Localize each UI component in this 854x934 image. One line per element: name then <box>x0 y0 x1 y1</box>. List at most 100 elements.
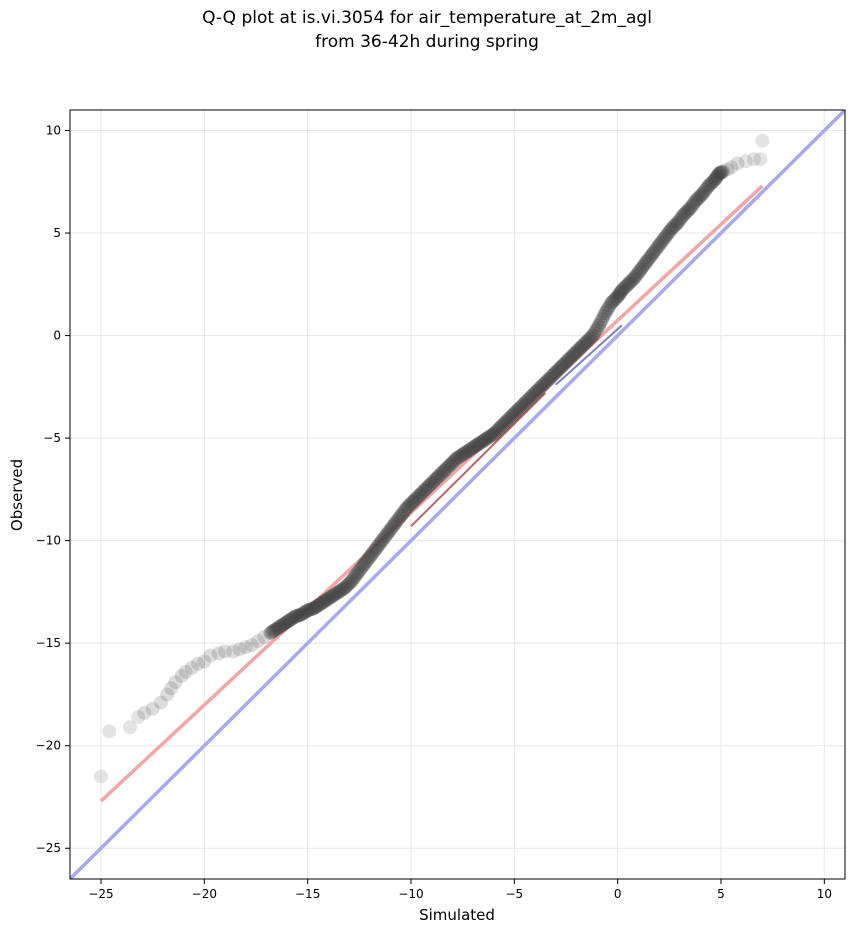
quantile-point <box>402 497 417 512</box>
quantile-point <box>724 160 739 175</box>
quantile-point <box>457 446 472 461</box>
quantile-point <box>415 485 430 500</box>
quantile-point <box>424 476 439 491</box>
quantile-point <box>621 277 635 292</box>
x-tick-label: −15 <box>295 887 320 901</box>
quantile-point <box>308 600 323 615</box>
quantile-point <box>226 644 241 659</box>
quantile-point <box>294 607 309 622</box>
quantile-point <box>715 165 730 180</box>
quantile-point <box>712 166 727 181</box>
quantile-point <box>561 353 576 368</box>
quantile-point <box>426 474 441 489</box>
quantile-point <box>655 234 670 249</box>
quantile-point <box>416 483 431 498</box>
quantile-point <box>399 500 414 515</box>
quantile-point <box>540 373 555 388</box>
quantile-point <box>738 154 753 169</box>
quantile-point <box>658 230 673 245</box>
quantile-point <box>392 511 407 526</box>
quantile-point <box>551 362 566 377</box>
quantile-point <box>160 687 175 702</box>
quantile-point <box>482 430 497 445</box>
quantile-point <box>562 351 577 366</box>
quantile-point <box>522 391 537 406</box>
quantile-point <box>598 306 613 321</box>
quantile-point <box>244 638 259 653</box>
x-tick-label: 5 <box>717 887 725 901</box>
quantile-point <box>653 236 668 251</box>
quantile-point <box>590 320 605 335</box>
quantile-point <box>630 267 645 282</box>
quantile-point <box>272 619 287 634</box>
quantile-point <box>429 471 444 486</box>
quantile-point <box>673 211 688 226</box>
quantile-point <box>570 343 585 358</box>
quantile-point <box>687 195 702 210</box>
quantile-point <box>708 171 723 186</box>
quantile-point <box>325 589 340 604</box>
quantile-point <box>361 552 376 567</box>
quantile-point <box>537 376 552 391</box>
quantile-point <box>362 550 377 565</box>
quantile-point <box>334 582 349 597</box>
quantile-point <box>337 580 352 595</box>
quantile-point <box>446 454 461 469</box>
quantile-point <box>184 660 199 675</box>
quantile-point <box>464 441 479 456</box>
y-axis-label: Observed <box>8 459 26 531</box>
quantile-point <box>441 459 456 474</box>
quantile-point <box>701 178 716 193</box>
quantile-point <box>440 460 455 475</box>
quantile-point <box>474 435 489 450</box>
quantile-point <box>382 523 397 538</box>
quantile-point <box>398 502 413 517</box>
quantile-point <box>703 177 718 192</box>
quantile-point <box>553 360 568 375</box>
quantile-point <box>730 156 745 171</box>
quantile-point <box>376 531 391 546</box>
quantile-point <box>534 379 549 394</box>
quantile-point <box>485 428 500 443</box>
quantile-point <box>393 509 408 524</box>
quantile-point <box>480 431 495 446</box>
quantile-point <box>373 535 388 550</box>
quantile-point <box>438 462 453 477</box>
quantile-point <box>664 221 679 236</box>
quantile-point <box>385 519 400 534</box>
quantile-point <box>559 354 574 369</box>
quantile-point <box>547 367 562 382</box>
quantile-point <box>232 642 247 657</box>
quantile-point <box>345 572 360 587</box>
quantile-point <box>354 560 369 575</box>
x-tick-label: −20 <box>192 887 217 901</box>
quantile-point <box>633 262 648 277</box>
quantile-point <box>283 612 298 627</box>
quantile-point <box>700 180 715 195</box>
quantile-point <box>351 564 366 579</box>
quantile-point <box>471 437 486 452</box>
quantile-point <box>564 350 579 365</box>
quantile-point <box>359 554 374 569</box>
quantile-point <box>437 463 452 478</box>
quantile-point <box>533 380 548 395</box>
quantile-point <box>263 625 278 640</box>
quantile-point <box>282 613 297 628</box>
quantile-point <box>486 427 501 442</box>
quantile-point <box>137 705 152 720</box>
quantile-point <box>269 621 284 636</box>
quantile-point <box>285 611 300 626</box>
quantile-point <box>211 646 226 661</box>
quantile-point <box>542 371 557 386</box>
dense-fit-trace <box>410 392 547 527</box>
quantile-point <box>317 594 332 609</box>
quantile-point <box>342 576 357 591</box>
quantile-point <box>365 545 380 560</box>
quantile-point <box>454 448 469 463</box>
quantile-point <box>581 333 596 348</box>
quantile-point <box>755 133 770 148</box>
quantile-point <box>401 499 416 514</box>
quantile-point <box>662 223 677 238</box>
quantile-point <box>639 254 654 269</box>
quantile-point <box>502 411 517 426</box>
